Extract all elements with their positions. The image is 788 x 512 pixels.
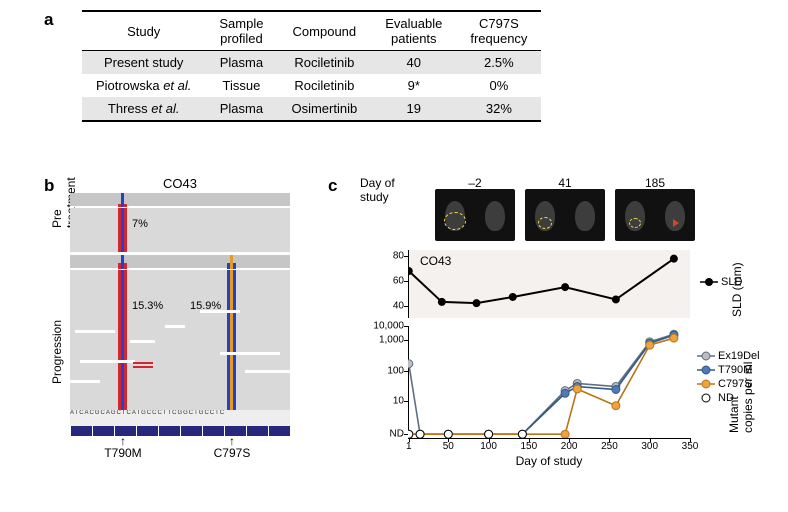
table-cell: 2.5% — [456, 51, 541, 75]
sld-legend: SLD — [700, 276, 742, 290]
table-cell: Plasma — [205, 97, 277, 121]
panel-label-a: a — [44, 10, 53, 30]
codon-track — [70, 426, 290, 436]
sequencing-panel: CO43 Pretreatment Progression 7% 15.3%15… — [70, 176, 290, 436]
copies-ytick: 10,000 — [373, 321, 408, 332]
sld-legend-label: SLD — [721, 276, 742, 288]
col-freq: C797Sfrequency — [456, 11, 541, 51]
allele-pct: 7% — [132, 218, 148, 230]
table-cell: 32% — [456, 97, 541, 121]
c797s-arrow-label: C797S — [207, 436, 257, 460]
table-cell: Rociletinib — [277, 51, 371, 75]
reference-sequence: ATCACGCAGCTCATGCCCTTCGGCTGCCTC — [70, 410, 290, 426]
table-cell: 9* — [371, 74, 456, 97]
col-patients: Evaluablepatients — [371, 11, 456, 51]
progression-reads: 15.3% 15.9% — [70, 255, 290, 410]
table-cell: Tissue — [205, 74, 277, 97]
legend-label: Ex19Del — [718, 350, 760, 362]
table-cell: 19 — [371, 97, 456, 121]
panel-label-c: c — [328, 176, 337, 196]
summary-table: Study Sampleprofiled Compound Evaluablep… — [82, 10, 541, 122]
table-cell: Present study — [82, 51, 205, 75]
table-cell: Piotrowska et al. — [82, 74, 205, 97]
table-cell: Osimertinib — [277, 97, 371, 121]
ct-scan-row: –241185 — [435, 189, 695, 241]
ct-scan — [525, 189, 605, 241]
day-of-study-header: Day ofstudy — [360, 176, 430, 204]
pretreatment-reads: 7% — [70, 193, 290, 252]
table-cell: Plasma — [205, 51, 277, 75]
nodule-outline — [444, 212, 466, 230]
copies-x-axis-label: Day of study — [408, 454, 690, 468]
new-lesion-arrow-icon — [671, 213, 687, 229]
ct-day-label: 41 — [525, 176, 605, 190]
sld-chart: CO43 406080 — [408, 250, 690, 318]
table-cell: 0% — [456, 74, 541, 97]
nodule-outline — [538, 217, 552, 229]
ct-day-label: 185 — [615, 176, 695, 190]
copies-chart: ND101001,00010,000150100150200250300350 — [408, 326, 690, 438]
ct-scan — [615, 189, 695, 241]
nodule-outline — [629, 218, 641, 228]
legend-label: C797S — [718, 378, 752, 390]
col-sample: Sampleprofiled — [205, 11, 277, 51]
col-study: Study — [82, 11, 205, 51]
table-cell: 40 — [371, 51, 456, 75]
table-cell: Rociletinib — [277, 74, 371, 97]
legend-label: T790M — [718, 364, 752, 376]
progression-label: Progression — [50, 320, 64, 384]
legend-label: ND — [718, 392, 734, 404]
allele-pct: 15.9% — [190, 300, 221, 312]
t790m-arrow-label: T790M — [98, 436, 148, 460]
ct-scan — [435, 189, 515, 241]
ct-day-label: –2 — [435, 176, 515, 190]
copies-legend: Ex19Del T790M C797S ND — [697, 350, 760, 406]
panel-b-title: CO43 — [70, 176, 290, 191]
allele-pct: 15.3% — [132, 300, 163, 312]
table-cell: Thress et al. — [82, 97, 205, 121]
col-compound: Compound — [277, 11, 371, 51]
